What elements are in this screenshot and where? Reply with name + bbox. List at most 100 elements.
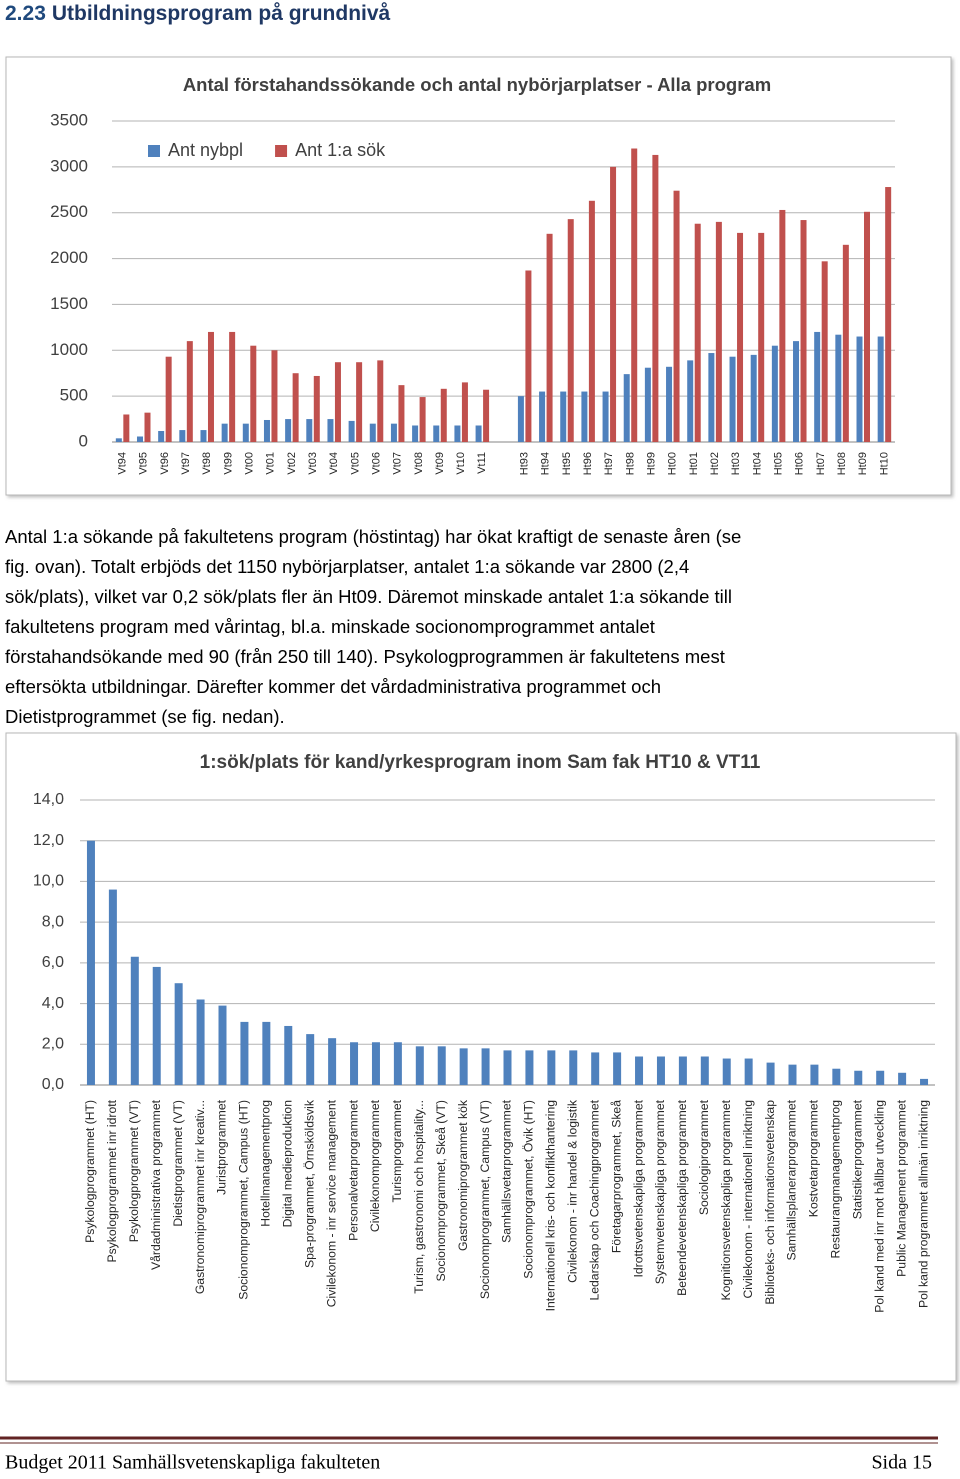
x-tick-label: Digital medieproduktion [280,1100,294,1227]
bar [481,1048,490,1085]
x-tick-label: Civilekonom - inr handel & logistik [565,1099,579,1283]
legend-swatch [275,145,288,157]
bar [459,1048,468,1085]
x-tick-label: Pol kand med inr mot hållbar utveckling [872,1100,886,1313]
bar [461,382,468,442]
bar [729,356,736,442]
x-tick-label: Socionomprogrammet, Campus (HT) [237,1100,251,1300]
bar [722,1058,731,1085]
bar [920,1078,929,1085]
bar [262,1021,271,1085]
x-tick-label: Pol kand programmet allmän inriktning [916,1100,930,1308]
bar [842,244,849,442]
bar [292,373,299,442]
x-tick-label: Restaurangmanagementprog [829,1100,843,1259]
x-tick-label: Civilekonom - internationell inriktning [741,1100,755,1298]
bar [864,211,871,442]
bar [221,423,228,442]
x-tick-label: Ht03 [730,452,742,475]
bar [560,391,567,442]
bar [750,354,757,442]
y-tick-label: 0 [79,431,88,450]
x-tick-label: Ht94 [540,452,552,475]
x-tick-label: Idrottsvetenskapliga programmet [631,1099,645,1277]
bar [517,396,524,442]
x-tick-label: Socionomprogrammet, Övik (HT) [522,1100,536,1279]
x-tick-label: Vt08 [413,452,425,475]
bar [567,219,574,442]
bar [525,1050,534,1085]
bar [356,362,363,442]
y-tick-label: 4,0 [42,995,64,1012]
x-tick-label: Ht96 [582,452,594,475]
x-tick-label: Ht98 [624,452,636,475]
bar [86,840,95,1085]
bar [885,187,892,442]
x-tick-label: Vårdadministrativa programmet [149,1099,163,1270]
paragraph: Antal 1:a sökande på fakultetens program… [5,522,955,732]
bar [737,232,744,442]
y-tick-label: 14,0 [33,791,64,808]
bar [250,345,257,442]
bar [602,391,609,442]
x-tick-label: Gastronomiprogrammet inr kreativ... [193,1100,207,1294]
bar [525,270,532,442]
bar [814,331,821,442]
y-tick-label: 3500 [50,110,88,129]
bar [152,966,161,1085]
x-tick-label: Psykologprogrammet (VT) [127,1100,141,1242]
x-tick-label: Turism, gastronomi och hospitality... [412,1100,426,1294]
bar [581,391,588,442]
x-tick-label: Vt06 [370,452,382,475]
y-tick-label: 6,0 [42,954,64,971]
x-tick-label: Ht01 [688,452,700,475]
x-tick-label: Psykologprogrammet inr idrott [105,1099,119,1262]
x-tick-label: Socionomprogrammet, Campus (VT) [478,1100,492,1299]
paragraph-line: Antal 1:a sökande på fakultetens program… [5,526,742,547]
x-tick-label: Vt05 [349,452,361,475]
bar [218,1005,227,1085]
x-tick-label: Ht04 [751,452,763,475]
bar [136,436,143,442]
y-tick-label: 0,0 [42,1076,64,1093]
bar [196,999,205,1085]
bar [835,334,842,442]
x-tick-label: Dietistprogrammet (VT) [171,1100,185,1227]
x-tick-label: Vt07 [392,452,404,475]
y-tick-label: 2500 [50,202,88,221]
bar [419,397,426,442]
x-tick-label: Ht05 [773,452,785,475]
y-tick-label: 8,0 [42,913,64,930]
bar [371,1042,380,1085]
bar [546,233,553,442]
bar [539,391,546,442]
x-tick-label: Public Management programmet [894,1099,908,1276]
x-tick-label: Hotellmanagementprog [259,1100,273,1227]
x-tick-label: Personalvetarprogrammet [346,1099,360,1241]
legend-label: Ant 1:a sök [295,140,386,160]
x-tick-label: Turismprogrammet [390,1099,404,1202]
bar [503,1050,512,1085]
bar [123,414,130,442]
bar [644,367,651,442]
bar [700,1056,709,1085]
bar [898,1072,907,1085]
legend-label: Ant nybpl [168,140,243,160]
paragraph-line: fakultetens program med vårintag, bl.a. … [5,616,655,637]
bar [793,341,800,442]
bar [613,1052,622,1085]
bar [412,425,419,442]
bar [666,366,673,442]
heading-title: Utbildningsprogram på grundnivå [52,2,391,25]
x-tick-label: Vt02 [286,452,298,475]
bar [547,1050,556,1085]
bar [306,419,313,442]
bar [744,1058,753,1085]
y-tick-label: 500 [60,386,88,405]
bar [673,190,680,442]
bar [652,154,659,443]
x-tick-label: Samhällsvetarprogrammet [500,1099,514,1243]
x-tick-label: Vt96 [159,452,171,475]
bar [144,412,151,442]
y-tick-label: 2,0 [42,1036,64,1053]
